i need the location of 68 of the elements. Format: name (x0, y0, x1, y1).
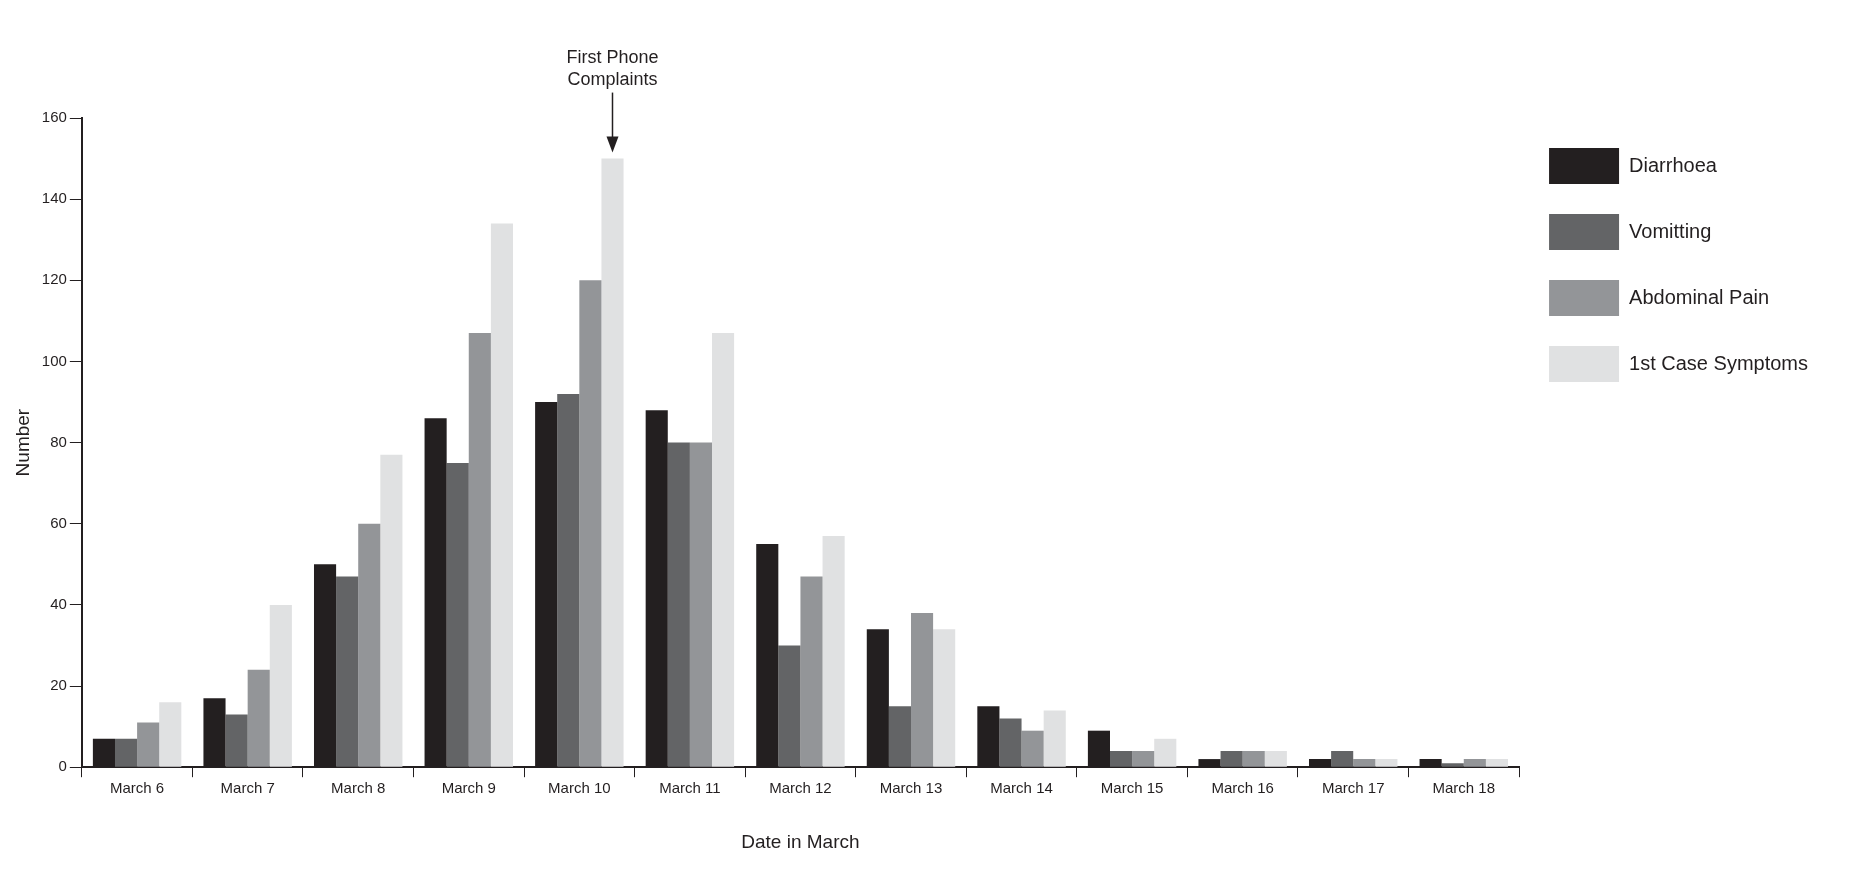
bar (1110, 750, 1133, 767)
bar (1463, 759, 1486, 767)
bar (822, 535, 845, 767)
bar (159, 702, 182, 767)
x-tick-label: March 12 (769, 779, 832, 797)
bar (557, 393, 580, 767)
y-tick-label: 20 (50, 676, 67, 694)
x-tick-label: March 10 (548, 779, 611, 797)
x-tick-label: March 9 (441, 779, 496, 797)
bar (137, 722, 160, 767)
bar (269, 604, 292, 767)
bar (689, 442, 712, 767)
y-tick-label: 120 (41, 270, 67, 288)
bar (1331, 750, 1354, 767)
y-tick-label: 60 (50, 513, 67, 531)
x-tick-label: March 8 (331, 779, 386, 797)
bar (1353, 759, 1376, 767)
x-tick-label: March 6 (110, 779, 165, 797)
bar (800, 576, 823, 767)
legend-label: Abdominal Pain (1629, 285, 1770, 308)
bar (1441, 763, 1464, 767)
y-tick-label: 160 (41, 108, 67, 126)
bar (601, 158, 624, 767)
bar (336, 576, 359, 767)
legend-label: 1st Case Symptoms (1629, 351, 1809, 374)
bar (468, 333, 491, 767)
x-axis-title: Date in March (741, 830, 860, 852)
x-tick-label: March 16 (1211, 779, 1274, 797)
bar (712, 333, 735, 767)
y-tick-label: 80 (50, 432, 67, 450)
text: First Phone Complaints (566, 46, 659, 89)
y-tick-label: 0 (58, 757, 67, 775)
bar (1264, 750, 1287, 767)
bar (999, 718, 1022, 767)
bar (247, 669, 270, 767)
legend-label: Vomitting (1629, 219, 1712, 242)
bar (225, 714, 248, 767)
legend-label: Diarrhoea (1629, 153, 1718, 176)
bar (667, 442, 690, 767)
bar (380, 454, 403, 767)
bar (933, 629, 956, 767)
y-tick-label: 100 (41, 351, 67, 369)
bar (579, 280, 602, 767)
bar (778, 645, 801, 767)
bar (1485, 759, 1508, 767)
x-tick-label: March 18 (1432, 779, 1496, 797)
y-axis-title: Number (11, 408, 33, 477)
x-tick-label: March 11 (659, 779, 721, 797)
x-tick-label: March 7 (220, 779, 275, 797)
x-tick-label: March 15 (1100, 779, 1164, 797)
bar (1220, 750, 1243, 767)
bar (888, 706, 911, 767)
bar (358, 523, 381, 767)
bar (490, 223, 513, 767)
x-tick-label: March 13 (879, 779, 943, 797)
bar (1043, 710, 1066, 767)
bar (911, 613, 934, 767)
bar (114, 738, 138, 767)
y-tick-label: 40 (50, 595, 67, 613)
bar (1375, 759, 1398, 767)
bar (1154, 738, 1177, 767)
bar (1242, 750, 1265, 767)
bar (446, 462, 469, 767)
bar (1132, 750, 1155, 767)
bar (1021, 730, 1044, 767)
y-tick-label: 140 (41, 189, 67, 207)
x-tick-label: March 14 (990, 779, 1053, 797)
x-tick-label: March 17 (1321, 779, 1385, 797)
